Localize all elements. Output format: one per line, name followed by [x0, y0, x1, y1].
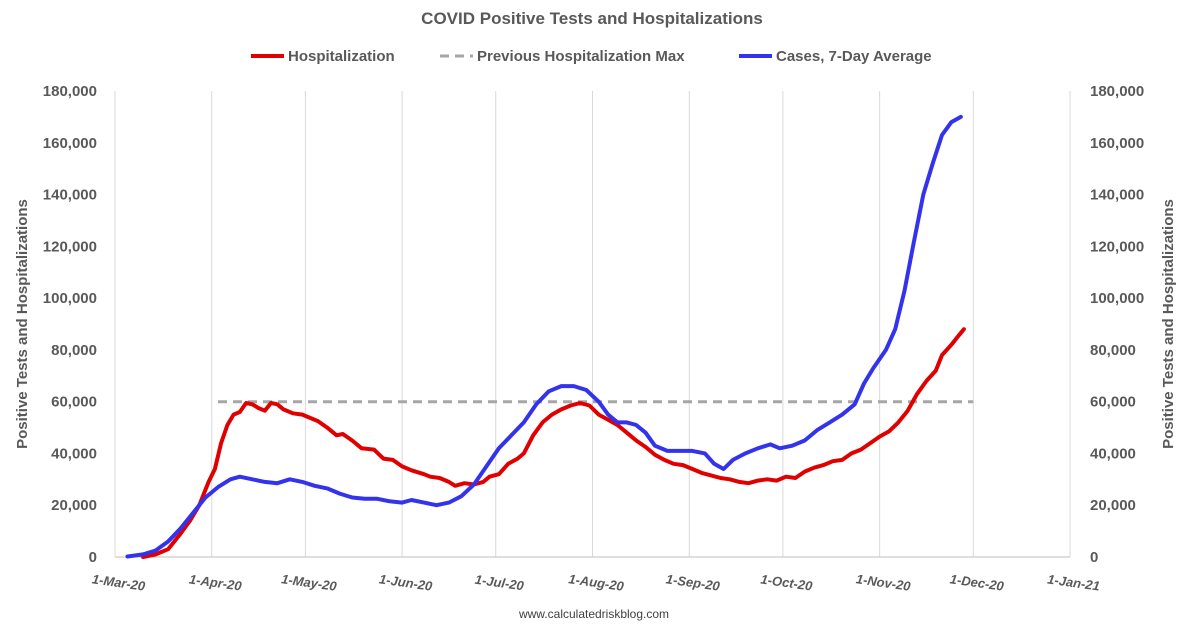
y-tick-label-right: 20,000	[1090, 497, 1136, 514]
x-tick-label: 1-Jan-21	[1046, 571, 1100, 593]
legend-label: Cases, 7-Day Average	[776, 48, 932, 65]
y-tick-label-left: 140,000	[43, 187, 97, 204]
y-tick-label-right: 100,000	[1090, 290, 1144, 307]
x-tick-label: 1-Jun-20	[378, 571, 434, 593]
y-tick-label-left: 40,000	[51, 445, 97, 462]
x-tick-label: 1-May-20	[280, 571, 338, 594]
y-tick-label-left: 120,000	[43, 238, 97, 255]
y-tick-label-left: 160,000	[43, 135, 97, 152]
chart-title: COVID Positive Tests and Hospitalization…	[421, 9, 763, 28]
y-tick-label-right: 120,000	[1090, 238, 1144, 255]
y-tick-label-right: 40,000	[1090, 445, 1136, 462]
x-tick-label: 1-Apr-20	[188, 571, 243, 593]
series-line-2	[125, 114, 963, 559]
legend: Hospitalization Previous Hospitalization …	[251, 48, 932, 65]
y-axis-left: 0 20,000 40,000 60,000 80,000 100,000 120,000 1…	[43, 83, 97, 566]
legend-label: Previous Hospitalization Max	[477, 48, 685, 65]
x-axis: 1-Mar-20 1-Apr-20 1-May-20 1-Jun-20 1-Jul-20…	[91, 571, 1101, 594]
series-line-0	[141, 327, 966, 559]
y-axis-right: 0 20,000 40,000 60,000 80,000 100,000 120,000 1…	[1090, 83, 1144, 566]
y-tick-label-left: 60,000	[51, 394, 97, 411]
x-tick-label: 1-Jul-20	[474, 572, 526, 594]
y-tick-label-right: 60,000	[1090, 394, 1136, 411]
source-footer: www.calculatedriskblog.com	[518, 607, 669, 621]
x-tick-label: 1-Oct-20	[760, 571, 814, 593]
y-tick-label-left: 100,000	[43, 290, 97, 307]
y-tick-label-left: 180,000	[43, 83, 97, 100]
x-tick-label: 1-Sep-20	[665, 571, 722, 594]
x-tick-label: 1-Mar-20	[91, 571, 147, 593]
x-tick-label: 1-Dec-20	[949, 571, 1006, 594]
series-layer	[125, 114, 974, 559]
y-tick-label-right: 140,000	[1090, 187, 1144, 204]
x-tick-label: 1-Aug-20	[568, 571, 626, 594]
y-axis-title-right: Positive Tests and Hospitalizations	[1160, 199, 1177, 449]
y-tick-label-left: 80,000	[51, 342, 97, 359]
y-tick-label-right: 160,000	[1090, 135, 1144, 152]
y-tick-label-right: 80,000	[1090, 342, 1136, 359]
y-tick-label-right: 180,000	[1090, 83, 1144, 100]
x-tick-label: 1-Nov-20	[855, 571, 912, 594]
y-tick-label-left: 0	[89, 549, 97, 566]
y-tick-label-right: 0	[1090, 549, 1098, 566]
legend-label: Hospitalization	[288, 48, 395, 65]
y-axis-title-left: Positive Tests and Hospitalizations	[14, 199, 31, 449]
y-tick-label-left: 20,000	[51, 497, 97, 514]
